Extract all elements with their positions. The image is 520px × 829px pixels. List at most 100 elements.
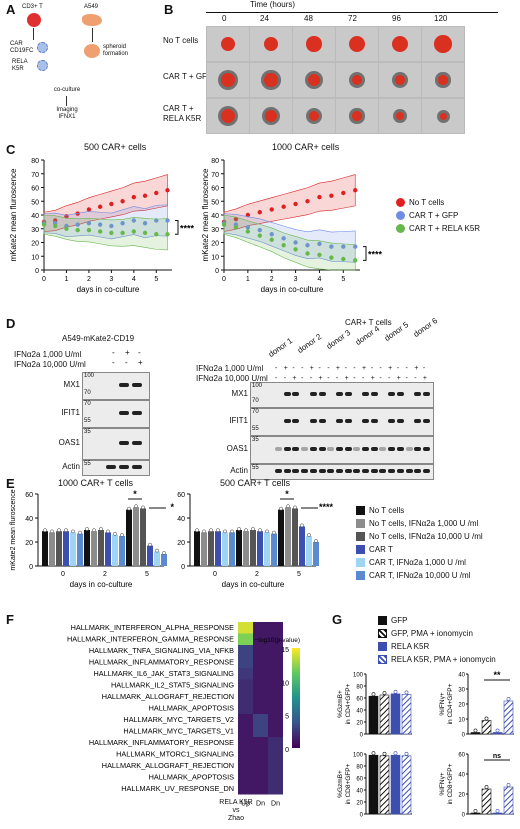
spheroid-icon	[264, 73, 278, 87]
lane-marker: -	[283, 375, 287, 382]
spheroid-icon	[308, 74, 320, 86]
heatmap-group-label: RELA K5R vs Zhao	[219, 799, 253, 822]
y-tick-label: 80	[31, 158, 39, 165]
protein-band	[106, 465, 116, 469]
data-point	[317, 252, 322, 258]
protein-band	[370, 447, 378, 451]
data-point	[57, 528, 61, 533]
data-point	[281, 243, 286, 248]
data-point	[43, 528, 47, 533]
chart-title: 500 CAR+ cells	[84, 142, 147, 152]
panel-label-a: A	[6, 2, 16, 17]
protein-band	[283, 447, 291, 451]
bar	[313, 542, 319, 566]
virus-icon	[37, 60, 48, 71]
protein-band	[318, 419, 326, 423]
data-point	[86, 207, 92, 212]
protein-band	[422, 469, 430, 473]
protein-band	[353, 447, 361, 451]
lane-marker: -	[275, 375, 278, 382]
lane-marker: -	[396, 365, 400, 372]
bar	[379, 694, 390, 735]
legend-label: GFP	[391, 616, 408, 625]
bar	[91, 531, 97, 566]
x-tick-label: 3	[109, 276, 113, 283]
mw-marker: 100	[84, 373, 95, 379]
heatmap-cell	[253, 714, 268, 726]
heatmap-cell	[268, 679, 283, 691]
protein-band	[309, 419, 317, 423]
heatmap-cell	[238, 645, 253, 657]
significance-label: **	[493, 670, 501, 680]
y-tick-label: 50	[211, 199, 219, 206]
bar	[194, 531, 200, 566]
y-tick-label: 70	[211, 172, 219, 179]
protein-band	[335, 392, 343, 396]
bar	[112, 534, 118, 566]
data-point	[495, 728, 500, 733]
x-tick-label: 0	[213, 571, 217, 578]
mw-marker: 70	[84, 390, 91, 396]
y-tick-label: 0	[360, 813, 364, 819]
coculture-label: co-culture	[53, 87, 81, 93]
bar	[222, 532, 228, 566]
chart-title: 1000 CAR+ T cells	[58, 478, 133, 488]
protein-band	[335, 469, 343, 473]
heatmap-row-label: HALLMARK_INFLAMMATORY_RESPONSE	[89, 738, 234, 747]
legend-label: No T cells, IFNα2a 10,000 U /ml	[369, 532, 483, 541]
protein-band	[422, 392, 430, 396]
heatmap-cell	[253, 748, 268, 760]
time-label: 48	[304, 14, 313, 23]
spheroid-image-tile	[249, 62, 293, 98]
time-label: 24	[260, 14, 269, 23]
y-tick-label: 60	[25, 492, 33, 499]
error-band	[223, 214, 356, 271]
heatmap-cell	[238, 668, 253, 680]
bar	[63, 531, 69, 566]
bar	[285, 507, 291, 566]
x-tick-label: 2	[87, 276, 91, 283]
y-axis-label-line: in CD8+GFP+	[345, 763, 352, 804]
blot-label: Actin	[230, 466, 248, 475]
data-point	[393, 689, 398, 694]
spheroid-image-tile	[249, 98, 293, 134]
time-label: 96	[392, 14, 401, 23]
protein-band	[370, 392, 378, 396]
data-point	[142, 221, 148, 226]
data-point	[473, 728, 478, 733]
heatmap-cell	[268, 668, 283, 680]
data-point	[131, 218, 137, 223]
data-point	[120, 221, 125, 226]
y-axis-label: %IFNγ+in CD8+GFP+	[439, 763, 454, 804]
lane-marker: +	[396, 375, 401, 382]
protein-band	[309, 469, 317, 473]
legend-label: CAR T	[369, 545, 393, 554]
protein-band	[119, 411, 129, 415]
protein-band	[119, 465, 129, 469]
protein-band	[396, 447, 404, 451]
protein-band	[301, 469, 309, 473]
data-point	[300, 523, 304, 528]
heatmap-cell	[253, 679, 268, 691]
donor-label: donor 6	[411, 316, 440, 339]
time-arrow	[206, 12, 498, 13]
data-point	[109, 230, 114, 236]
protein-band	[132, 465, 142, 469]
data-point	[393, 751, 398, 756]
lane-marker: -	[327, 365, 330, 372]
blot-image	[82, 460, 150, 476]
imaging-label: Imaging IFNX1	[56, 107, 78, 120]
lane-marker: -	[379, 375, 382, 382]
spheroid-image-tile	[421, 26, 465, 62]
y-axis-label-line: in CD4+GFP+	[447, 683, 454, 724]
bar	[390, 693, 401, 735]
lane-marker: -	[422, 365, 426, 372]
y-axis-label: mKate2 mean fluroscence	[9, 168, 18, 261]
y-axis-label-line: %GzmB+	[337, 770, 344, 798]
y-axis-label-line: %IFNγ+	[439, 692, 446, 716]
x-axis-label: days in co-culture	[261, 285, 324, 294]
lane-marker: -	[309, 375, 313, 382]
data-point	[371, 692, 376, 697]
